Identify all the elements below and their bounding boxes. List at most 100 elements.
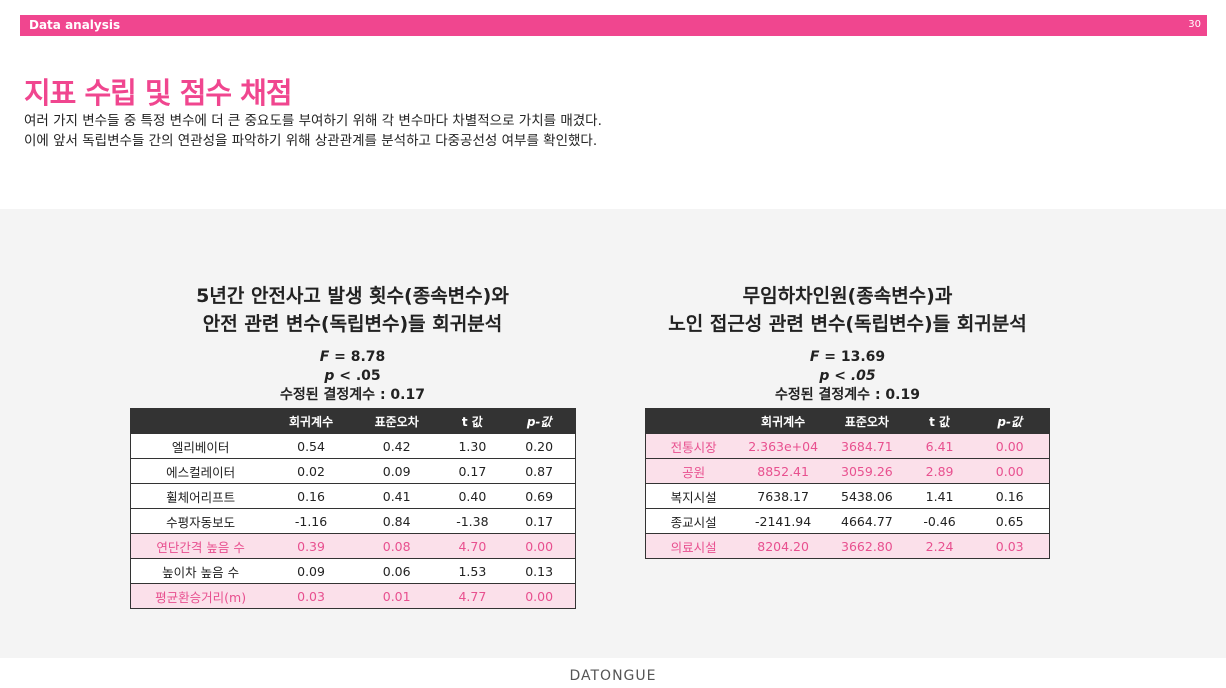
table-cell: 0.40 — [441, 483, 504, 509]
row-label: 휠체어리프트 — [130, 483, 271, 509]
table-cell: 0.03 — [270, 583, 352, 609]
table-row: 엘리베이터 0.54 0.42 1.30 0.20 — [130, 434, 576, 459]
table-row: 수평자동보도 -1.16 0.84 -1.38 0.17 — [130, 508, 576, 534]
row-label: 복지시설 — [645, 483, 742, 509]
table-row: 연단간격 높음 수 0.39 0.08 4.70 0.00 — [130, 533, 576, 559]
table-cell: 5438.06 — [825, 483, 909, 509]
column-header: 회귀계수 — [270, 408, 352, 434]
table-cell: 0.65 — [970, 508, 1050, 534]
row-label: 수평자동보도 — [130, 508, 271, 534]
table-row: 평균환승거리(m) 0.03 0.01 4.77 0.00 — [130, 583, 576, 609]
right-p-label: p — [819, 368, 830, 384]
table-cell: 0.42 — [351, 434, 442, 459]
table-cell: 0.17 — [503, 508, 576, 534]
page-number: 30 — [1188, 19, 1201, 30]
row-label: 의료시설 — [645, 533, 742, 559]
row-label: 평균환승거리(m) — [130, 583, 271, 609]
table-cell: 1.41 — [908, 483, 971, 509]
left-f-value: = 8.78 — [334, 349, 386, 365]
table-cell: 4.77 — [441, 583, 504, 609]
table-row: 공원 8852.41 3059.26 2.89 0.00 — [645, 458, 1050, 484]
right-stats: F = 13.69 p < .05 수정된 결정계수 : 0.19 — [645, 348, 1050, 405]
table-cell: 0.08 — [351, 533, 442, 559]
description-line-2: 이에 앞서 독립변수들 간의 연관성을 파악하기 위해 상관관계를 분석하고 다… — [24, 133, 598, 149]
table-cell: 1.30 — [441, 434, 504, 459]
table-cell: 0.39 — [270, 533, 352, 559]
table-row: 복지시설 7638.17 5438.06 1.41 0.16 — [645, 483, 1050, 509]
table-row: 종교시설 -2141.94 4664.77 -0.46 0.65 — [645, 508, 1050, 534]
table-cell: 8852.41 — [741, 458, 826, 484]
table-cell: 0.09 — [351, 458, 442, 484]
description-line-1: 여러 가지 변수들 중 특정 변수에 더 큰 중요도를 부여하기 위해 각 변수… — [24, 113, 602, 129]
description: 여러 가지 변수들 중 특정 변수에 더 큰 중요도를 부여하기 위해 각 변수… — [24, 111, 602, 151]
table-cell: 0.54 — [270, 434, 352, 459]
right-title-line-1: 무임하차인원(종속변수)과 — [742, 285, 953, 307]
table-cell: 0.03 — [970, 533, 1050, 559]
table-cell: 6.41 — [908, 434, 971, 459]
left-f-label: F — [319, 349, 330, 365]
table-cell: 0.06 — [351, 558, 442, 584]
column-header — [645, 408, 742, 434]
section-label: Data analysis — [29, 18, 121, 32]
left-analysis-header: 5년간 안전사고 발생 횟수(종속변수)와 안전 관련 변수(독립변수)들 회귀… — [130, 282, 575, 405]
table-cell: 0.00 — [503, 583, 576, 609]
table-cell: 0.00 — [970, 458, 1050, 484]
row-label: 전통시장 — [645, 434, 742, 459]
table-cell: 4.70 — [441, 533, 504, 559]
table-cell: 0.02 — [270, 458, 352, 484]
table-cell: 0.01 — [351, 583, 442, 609]
table-cell: 1.53 — [441, 558, 504, 584]
table-cell: 0.41 — [351, 483, 442, 509]
column-header: t 값 — [441, 408, 504, 434]
row-label: 공원 — [645, 458, 742, 484]
table-cell: 0.69 — [503, 483, 576, 509]
table-cell: 2.24 — [908, 533, 971, 559]
table-cell: 0.16 — [270, 483, 352, 509]
row-label: 엘리베이터 — [130, 434, 271, 459]
right-f-value: = 13.69 — [824, 349, 886, 365]
column-header: t 값 — [908, 408, 971, 434]
table-cell: 0.20 — [503, 434, 576, 459]
column-header: p-값 — [503, 408, 576, 434]
row-label: 연단간격 높음 수 — [130, 533, 271, 559]
table-cell: 4664.77 — [825, 508, 909, 534]
footer-brand: DATONGUE — [569, 668, 657, 684]
page-title: 지표 수립 및 점수 채점 — [24, 76, 293, 110]
right-analysis-header: 무임하차인원(종속변수)과 노인 접근성 관련 변수(독립변수)들 회귀분석 F… — [645, 282, 1050, 405]
left-r2: 수정된 결정계수 : 0.17 — [280, 387, 425, 403]
table-row: 의료시설 8204.20 3662.80 2.24 0.03 — [645, 533, 1050, 559]
row-label: 종교시설 — [645, 508, 742, 534]
table-cell: 7638.17 — [741, 483, 826, 509]
table-cell: -2141.94 — [741, 508, 826, 534]
table-cell: 2.363e+04 — [741, 434, 826, 459]
row-label: 에스컬레이터 — [130, 458, 271, 484]
table-cell: 0.17 — [441, 458, 504, 484]
table-cell: 3059.26 — [825, 458, 909, 484]
table-cell: -1.38 — [441, 508, 504, 534]
table-row: 휠체어리프트 0.16 0.41 0.40 0.69 — [130, 483, 576, 509]
row-label: 높이차 높음 수 — [130, 558, 271, 584]
right-regression-table: 회귀계수 표준오차 t 값 p-값 전통시장 2.363e+04 3684.71 6.41 0.… — [645, 408, 1050, 559]
right-title-line-2: 노인 접근성 관련 변수(독립변수)들 회귀분석 — [668, 313, 1027, 335]
table-cell: 0.00 — [970, 434, 1050, 459]
left-title-line-2: 안전 관련 변수(독립변수)들 회귀분석 — [202, 313, 503, 335]
table-row: 높이차 높음 수 0.09 0.06 1.53 0.13 — [130, 558, 576, 584]
header-bar: Data analysis 30 — [20, 15, 1207, 36]
table-row: 전통시장 2.363e+04 3684.71 6.41 0.00 — [645, 434, 1050, 459]
table-cell: 0.84 — [351, 508, 442, 534]
right-f-label: F — [809, 349, 820, 365]
table-cell: 2.89 — [908, 458, 971, 484]
table-header-row: 회귀계수 표준오차 t 값 p-값 — [130, 408, 576, 434]
column-header: 회귀계수 — [741, 408, 826, 434]
table-cell: 0.09 — [270, 558, 352, 584]
left-p-value: < .05 — [339, 368, 381, 384]
column-header: p-값 — [970, 408, 1050, 434]
table-cell: 3662.80 — [825, 533, 909, 559]
column-header — [130, 408, 271, 434]
table-cell: -1.16 — [270, 508, 352, 534]
left-title-line-1: 5년간 안전사고 발생 횟수(종속변수)와 — [196, 285, 509, 307]
left-p-label: p — [324, 368, 335, 384]
table-cell: 3684.71 — [825, 434, 909, 459]
left-stats: F = 8.78 p < .05 수정된 결정계수 : 0.17 — [130, 348, 575, 405]
column-header: 표준오차 — [825, 408, 909, 434]
